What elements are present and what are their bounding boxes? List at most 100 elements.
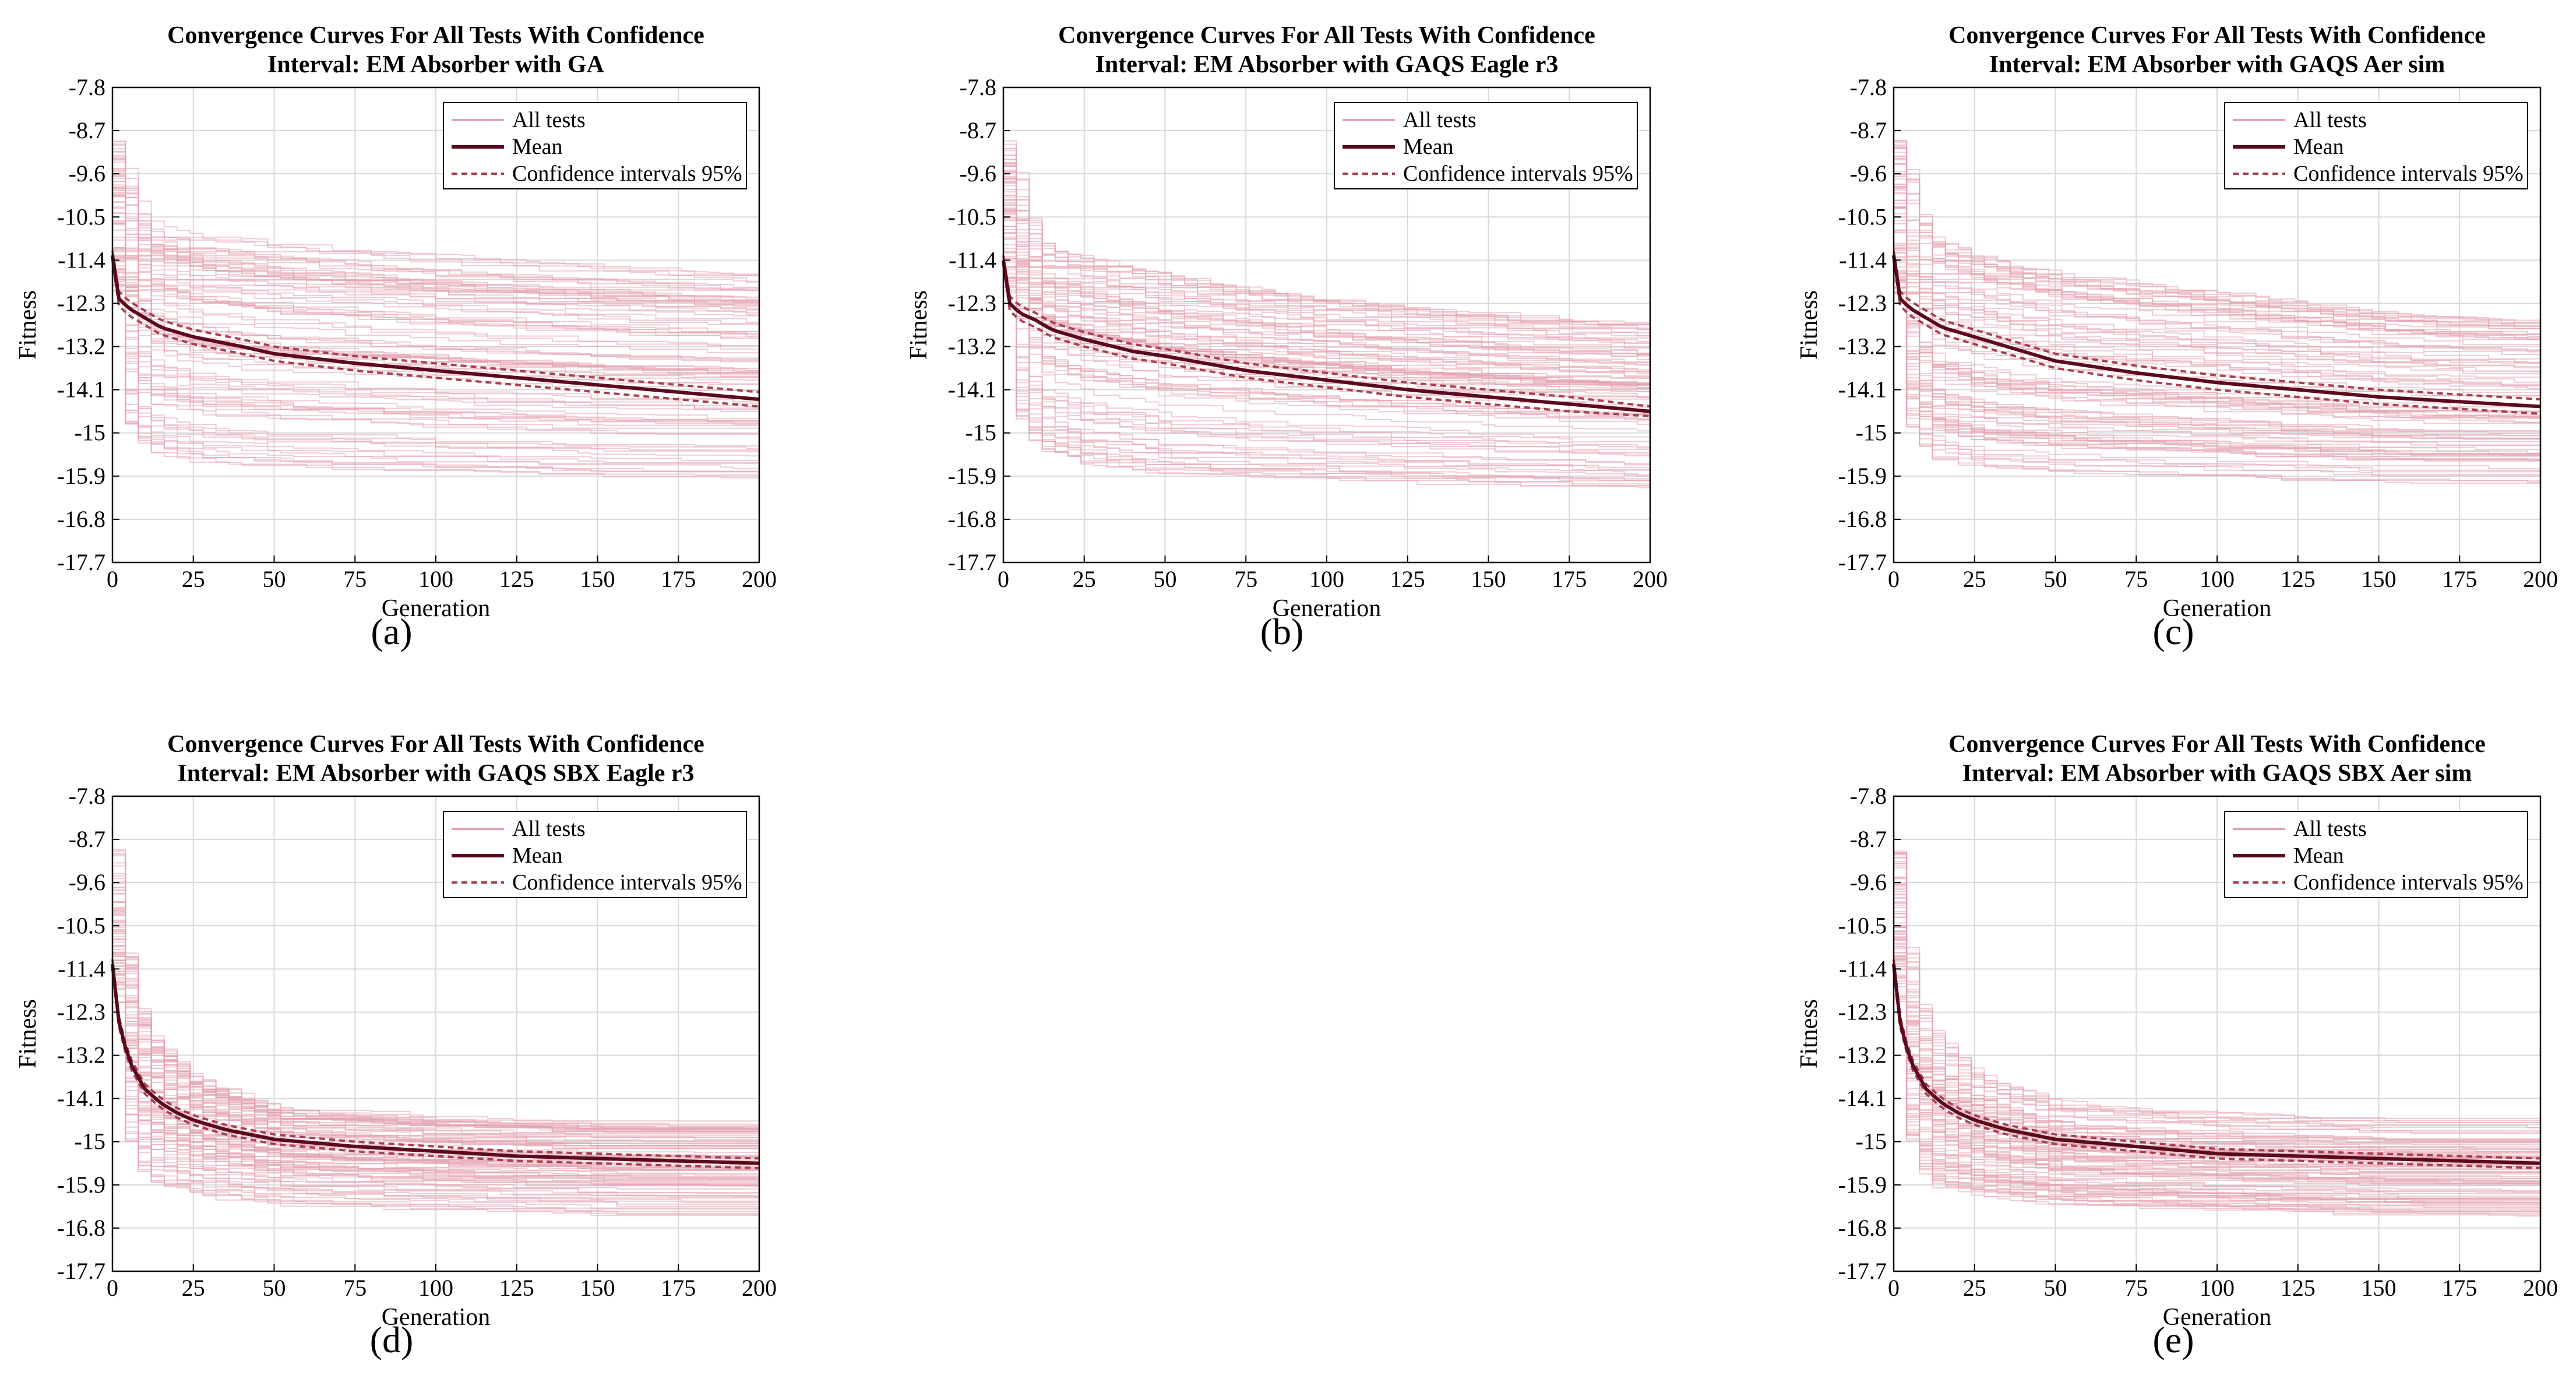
all-tests-line — [1003, 237, 1651, 336]
all-tests-line — [112, 939, 760, 1198]
y-tick-label: -9.6 — [69, 869, 105, 895]
all-tests-line — [1894, 200, 2541, 365]
ci-upper-line — [1002, 255, 1651, 408]
legend-label: Mean — [2293, 135, 2344, 159]
x-tick-label: 50 — [2044, 1275, 2067, 1301]
x-tick-label: 0 — [1888, 566, 1900, 592]
chart-title-line1: Convergence Curves For All Tests With Co… — [167, 22, 704, 49]
y-tick-label: -11.4 — [1839, 247, 1887, 273]
y-tick-label: -7.8 — [69, 74, 105, 100]
all-tests-line — [112, 143, 759, 300]
all-tests-line — [112, 255, 759, 291]
x-axis-label: Generation — [2163, 1304, 2272, 1331]
all-tests-line — [112, 970, 759, 1184]
all-tests-line — [112, 909, 759, 1216]
y-tick-label: -15.9 — [57, 463, 105, 489]
all-tests-line — [112, 938, 759, 1210]
all-tests-line — [1894, 939, 2540, 1141]
x-tick-label: 150 — [580, 1275, 615, 1301]
x-tick-label: 25 — [182, 1275, 205, 1301]
all-tests-line — [112, 212, 759, 435]
chart-title-line1: Convergence Curves For All Tests With Co… — [1058, 22, 1595, 49]
all-tests-line — [1003, 177, 1650, 426]
chart-panel-a: 0 25 50 75 100 125 150 175 200 -7.8 -8.7 -9.6 -10.5 -… — [15, 22, 777, 652]
y-tick-label: -15 — [75, 420, 105, 446]
all-tests-line — [112, 277, 759, 451]
all-tests-line — [1894, 905, 2540, 1133]
all-tests-line — [1894, 256, 2540, 378]
ci-upper-line — [1893, 959, 2541, 1160]
y-tick-label: -15.9 — [948, 463, 996, 489]
all-tests-line — [112, 1001, 759, 1145]
all-tests-line — [1894, 266, 2541, 365]
y-axis-label: Fitness — [1796, 290, 1823, 360]
y-tick-label: -9.6 — [69, 160, 105, 187]
x-tick-label: 25 — [182, 566, 205, 592]
all-tests-line — [1894, 242, 2540, 340]
y-tick-label: -16.8 — [948, 506, 996, 532]
all-tests-line — [1003, 189, 1650, 326]
all-tests-line — [1003, 277, 1651, 365]
mean-line — [1002, 259, 1651, 413]
x-tick-label: 50 — [263, 566, 286, 592]
all-tests-line — [112, 893, 759, 1202]
all-tests-line — [1003, 203, 1650, 385]
y-tick-label: -12.3 — [948, 290, 996, 316]
all-tests-line — [112, 168, 759, 374]
legend-label: Mean — [1403, 135, 1454, 159]
x-tick-label: 50 — [263, 1275, 286, 1301]
all-tests-line — [112, 962, 759, 1209]
panel-caption: (d) — [370, 1319, 414, 1360]
all-tests-line — [1003, 209, 1650, 477]
all-tests-line — [1894, 206, 2540, 451]
y-tick-label: -7.8 — [69, 783, 105, 809]
all-tests-line — [1894, 159, 2540, 419]
x-tick-label: 200 — [742, 566, 777, 592]
all-tests-line — [1003, 205, 1650, 349]
all-tests-line — [1894, 158, 2540, 369]
legend-label: All tests — [512, 817, 586, 841]
all-tests-line — [1894, 898, 2540, 1208]
all-tests-line — [112, 140, 759, 476]
all-tests-line — [112, 272, 759, 421]
x-axis-label: Generation — [2163, 595, 2272, 622]
y-axis-label: Fitness — [905, 290, 932, 360]
all-tests-line — [112, 175, 759, 472]
y-tick-label: -11.4 — [58, 247, 105, 273]
y-tick-label: -13.2 — [1838, 1042, 1887, 1068]
y-tick-label: -8.7 — [1850, 117, 1887, 143]
y-tick-label: -9.6 — [960, 160, 996, 187]
x-tick-label: 125 — [1390, 566, 1425, 592]
all-tests-line — [1003, 266, 1651, 328]
all-tests-line — [112, 290, 759, 363]
all-tests-line — [1894, 248, 2540, 355]
chart-title-line2: Interval: EM Absorber with GAQS SBX Eagl… — [177, 760, 694, 787]
all-tests-line — [112, 248, 759, 479]
all-tests-line — [112, 192, 759, 291]
all-tests-curves — [1003, 140, 1651, 488]
y-tick-label: -16.8 — [1838, 506, 1887, 532]
legend-label: Confidence intervals 95% — [1403, 161, 1633, 186]
all-tests-line — [1894, 883, 2540, 1186]
all-tests-line — [1894, 293, 2540, 440]
panel-caption: (b) — [1260, 611, 1304, 652]
x-tick-label: 0 — [107, 566, 118, 592]
x-tick-label: 75 — [2124, 566, 2148, 592]
all-tests-line — [112, 265, 760, 388]
x-tick-label: 175 — [2442, 1275, 2477, 1301]
all-tests-line — [1003, 217, 1650, 465]
x-tick-label: 100 — [1309, 566, 1344, 592]
all-tests-line — [1893, 929, 2540, 1149]
all-tests-line — [1893, 290, 2541, 353]
x-tick-label: 150 — [580, 566, 615, 592]
all-tests-line — [112, 166, 760, 381]
x-axis-label: Generation — [382, 1304, 491, 1331]
y-tick-label: -7.8 — [1850, 783, 1887, 809]
all-tests-line — [1003, 209, 1651, 366]
y-tick-label: -11.4 — [58, 955, 105, 982]
all-tests-line — [1894, 927, 2540, 1216]
all-tests-line — [1003, 154, 1650, 377]
all-tests-line — [1894, 187, 2540, 393]
all-tests-line — [1003, 180, 1650, 408]
